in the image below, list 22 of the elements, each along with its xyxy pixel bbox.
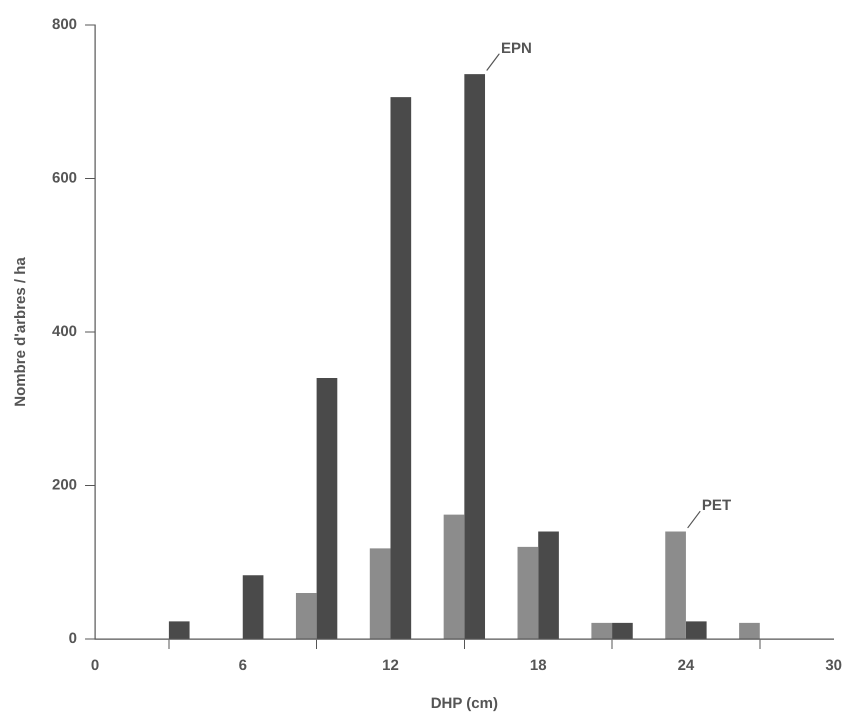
x-tick-label: 18 [530, 657, 547, 674]
x-axis-title: DHP (cm) [430, 695, 498, 712]
series-label: EPN [501, 40, 532, 57]
bar [518, 546, 538, 638]
y-axis-title: Nombre d'arbres / ha [12, 256, 30, 407]
y-tick-label: 400 [52, 323, 78, 340]
bar [444, 514, 464, 638]
y-tick-label: 600 [52, 170, 78, 187]
x-tick-label: 12 [382, 657, 399, 674]
y-tick-label: 800 [52, 16, 78, 34]
bar [296, 592, 317, 638]
x-tick-label: 0 [90, 657, 100, 674]
bar [591, 622, 612, 638]
x-tick-label: 30 [825, 657, 842, 674]
x-tick-label: 24 [678, 657, 695, 674]
bar [665, 532, 686, 638]
y-tick-label: 200 [52, 476, 78, 494]
bar [370, 548, 390, 638]
bar [739, 622, 760, 638]
x-tick-label: 6 [238, 657, 247, 674]
y-tick-label: 0 [68, 630, 78, 648]
series-label: PET [702, 497, 732, 514]
